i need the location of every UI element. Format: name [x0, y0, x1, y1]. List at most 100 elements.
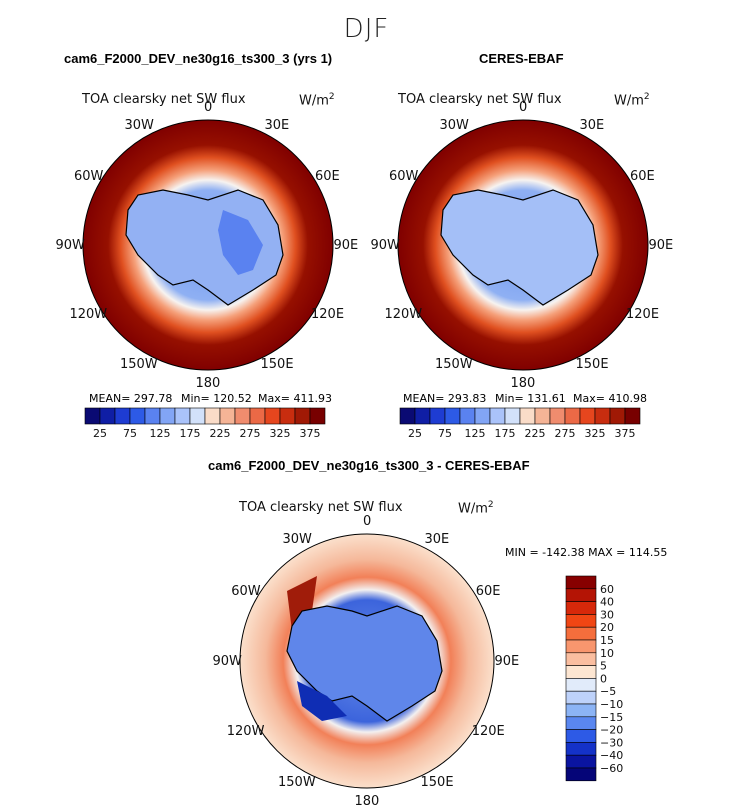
lon-label: 90W — [55, 237, 85, 253]
lon-label: 90W — [212, 653, 242, 669]
colorbar-swatch — [294, 407, 311, 425]
colorbar-swatch — [189, 407, 206, 425]
panel-2-mean: MEAN= 293.83 — [403, 392, 487, 405]
panel-2-title: CERES-EBAF — [479, 51, 564, 66]
lon-label: 0 — [363, 513, 372, 529]
lon-label: 120E — [626, 306, 660, 322]
diff-colorbar-swatch — [565, 678, 597, 692]
diff-minmax: MIN = -142.38 MAX = 114.55 — [505, 546, 668, 559]
colorbar-swatch — [579, 407, 596, 425]
diff-variable: TOA clearsky net SW flux — [239, 500, 403, 515]
panel-2-max: Max= 410.98 — [573, 392, 647, 405]
lon-label: 150E — [575, 357, 609, 372]
colorbar-swatch — [174, 407, 191, 425]
lon-label: 0 — [204, 99, 213, 115]
colorbar-swatch — [159, 407, 176, 425]
panel-1-title: cam6_F2000_DEV_ne30g16_ts300_3 (yrs 1) — [64, 51, 333, 66]
diff-colorbar-swatch — [565, 588, 597, 602]
map-obs — [397, 119, 649, 371]
colorbar-swatch — [459, 407, 476, 425]
lon-label: 150W — [120, 357, 158, 372]
lon-label: 30E — [264, 117, 290, 133]
lon-label: 90W — [370, 237, 400, 253]
diff-colorbar-swatch — [565, 652, 597, 666]
colorbar-tick-label: 75 — [123, 427, 137, 439]
diff-colorbar-swatch — [565, 614, 597, 628]
colorbar-swatch — [564, 407, 581, 425]
colorbar-swatch — [249, 407, 266, 425]
lon-label: 60E — [630, 168, 655, 184]
colorbar-swatch — [99, 407, 116, 425]
colorbar-swatch — [219, 407, 236, 425]
colorbar-swatch — [609, 407, 626, 425]
diff-colorbar-swatch — [565, 690, 597, 705]
colorbar-swatch — [204, 407, 221, 425]
colorbar-swatch — [549, 407, 566, 425]
lon-label: 30W — [439, 117, 469, 133]
diff-title: cam6_F2000_DEV_ne30g16_ts300_3 - CERES-E… — [208, 458, 530, 473]
lon-label: 120W — [226, 723, 265, 739]
colorbar-swatch — [309, 407, 326, 425]
diff-colorbar-tick-label: −5 — [600, 685, 616, 698]
colorbar-swatch — [114, 407, 131, 425]
colorbar-swatch — [474, 407, 491, 425]
lon-label: 60E — [315, 168, 340, 184]
lon-label: 30W — [124, 117, 154, 133]
panel-1-variable: TOA clearsky net SW flux — [82, 92, 246, 107]
panel-1-mean: MEAN= 297.78 — [89, 392, 173, 405]
diff-colorbar-swatch — [565, 639, 597, 654]
colorbar-tick-label: 125 — [150, 427, 171, 439]
colorbar-tick-label: 225 — [525, 427, 546, 439]
diff-units: W/m2 — [458, 500, 494, 517]
panel-2-colorbar: 25 75 125 175 225 275 325 375 — [399, 407, 641, 439]
lon-label: 60W — [388, 168, 419, 184]
lon-label: 90E — [648, 237, 674, 253]
panel-1-max: Max= 411.93 — [258, 392, 332, 405]
colorbar-tick-label: 25 — [93, 427, 107, 439]
colorbar-swatch — [624, 407, 641, 425]
colorbar-tick-label: 375 — [615, 427, 636, 439]
colorbar-swatch — [414, 407, 431, 425]
panel-2-variable: TOA clearsky net SW flux — [398, 92, 562, 107]
lon-label: 30W — [282, 532, 312, 548]
lon-label: 180 — [354, 793, 380, 809]
diff-colorbar-tick-label: −30 — [600, 736, 623, 749]
lon-label: 60E — [475, 583, 501, 599]
colorbar-swatch — [279, 407, 296, 425]
colorbar-tick-label: 225 — [210, 427, 231, 439]
lon-label: 120E — [311, 306, 345, 322]
colorbar-tick-label: 125 — [465, 427, 486, 439]
map-diff — [239, 533, 495, 789]
diff-colorbar-tick-label: 0 — [600, 672, 607, 685]
colorbar-tick-label: 175 — [495, 427, 516, 439]
diff-colorbar-swatch — [565, 575, 597, 590]
colorbar-tick-label: 325 — [270, 427, 291, 439]
antarctica-coastline-obs — [440, 189, 599, 306]
diff-colorbar-swatch — [565, 703, 597, 718]
colorbar-swatch — [129, 407, 146, 425]
colorbar-swatch — [489, 407, 506, 425]
diff-colorbar-swatch — [565, 754, 597, 769]
diff-colorbar-tick-label: −10 — [600, 698, 623, 711]
diff-colorbar-tick-label: 20 — [600, 621, 614, 634]
colorbar-swatch — [534, 407, 551, 425]
diff-pos-anomaly — [287, 576, 317, 631]
diff-colorbar-swatch — [565, 767, 597, 782]
colorbar-tick-label: 375 — [300, 427, 321, 439]
lon-label: 30E — [424, 532, 450, 548]
diff-colorbar-tick-label: 15 — [600, 634, 614, 647]
colorbar-tick-label: 275 — [240, 427, 261, 439]
panel-1-units: W/m2 — [299, 92, 335, 109]
colorbar-tick-label: 325 — [585, 427, 606, 439]
ice-minimum-region — [218, 210, 263, 275]
diff-colorbar-tick-label: 40 — [600, 596, 614, 609]
diff-colorbar-tick-label: −40 — [600, 749, 623, 762]
diff-colorbar-swatch — [565, 742, 597, 756]
diff-colorbar-tick-label: 5 — [600, 660, 607, 673]
colorbar-swatch — [594, 407, 611, 425]
lon-label: 0 — [519, 99, 528, 115]
panel-1-min: Min= 120.52 — [181, 392, 252, 405]
map-model — [82, 119, 334, 371]
